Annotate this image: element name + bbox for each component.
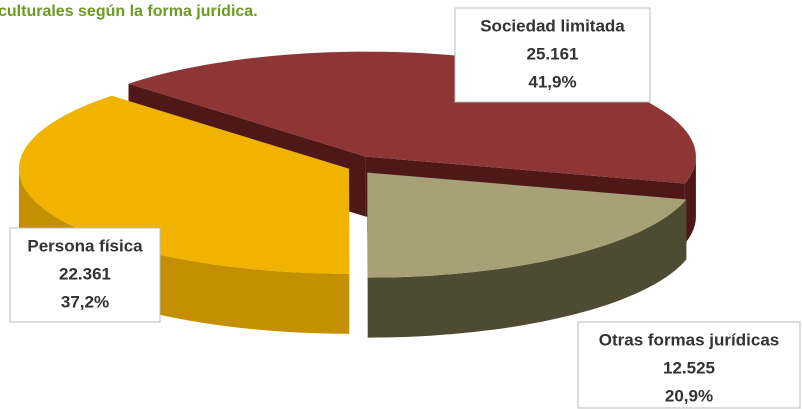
label-percent: 37,2% (61, 292, 109, 311)
slice (367, 172, 687, 278)
label-value: 12.525 (663, 358, 715, 377)
label-box (9, 227, 161, 323)
label-name: Sociedad limitada (480, 16, 625, 35)
label-name: Persona física (27, 236, 143, 255)
slice-side (684, 156, 696, 244)
label-box (454, 7, 651, 103)
chart-title: culturales según la forma jurídica. (0, 3, 258, 20)
label-value: 22.361 (59, 264, 111, 283)
slice-side (367, 199, 687, 338)
label-percent: 41,9% (528, 72, 576, 91)
label-value: 25.161 (527, 44, 579, 63)
label-name: Otras formas jurídicas (599, 330, 779, 349)
label-percent: 20,9% (665, 386, 713, 405)
label-box (577, 321, 801, 409)
